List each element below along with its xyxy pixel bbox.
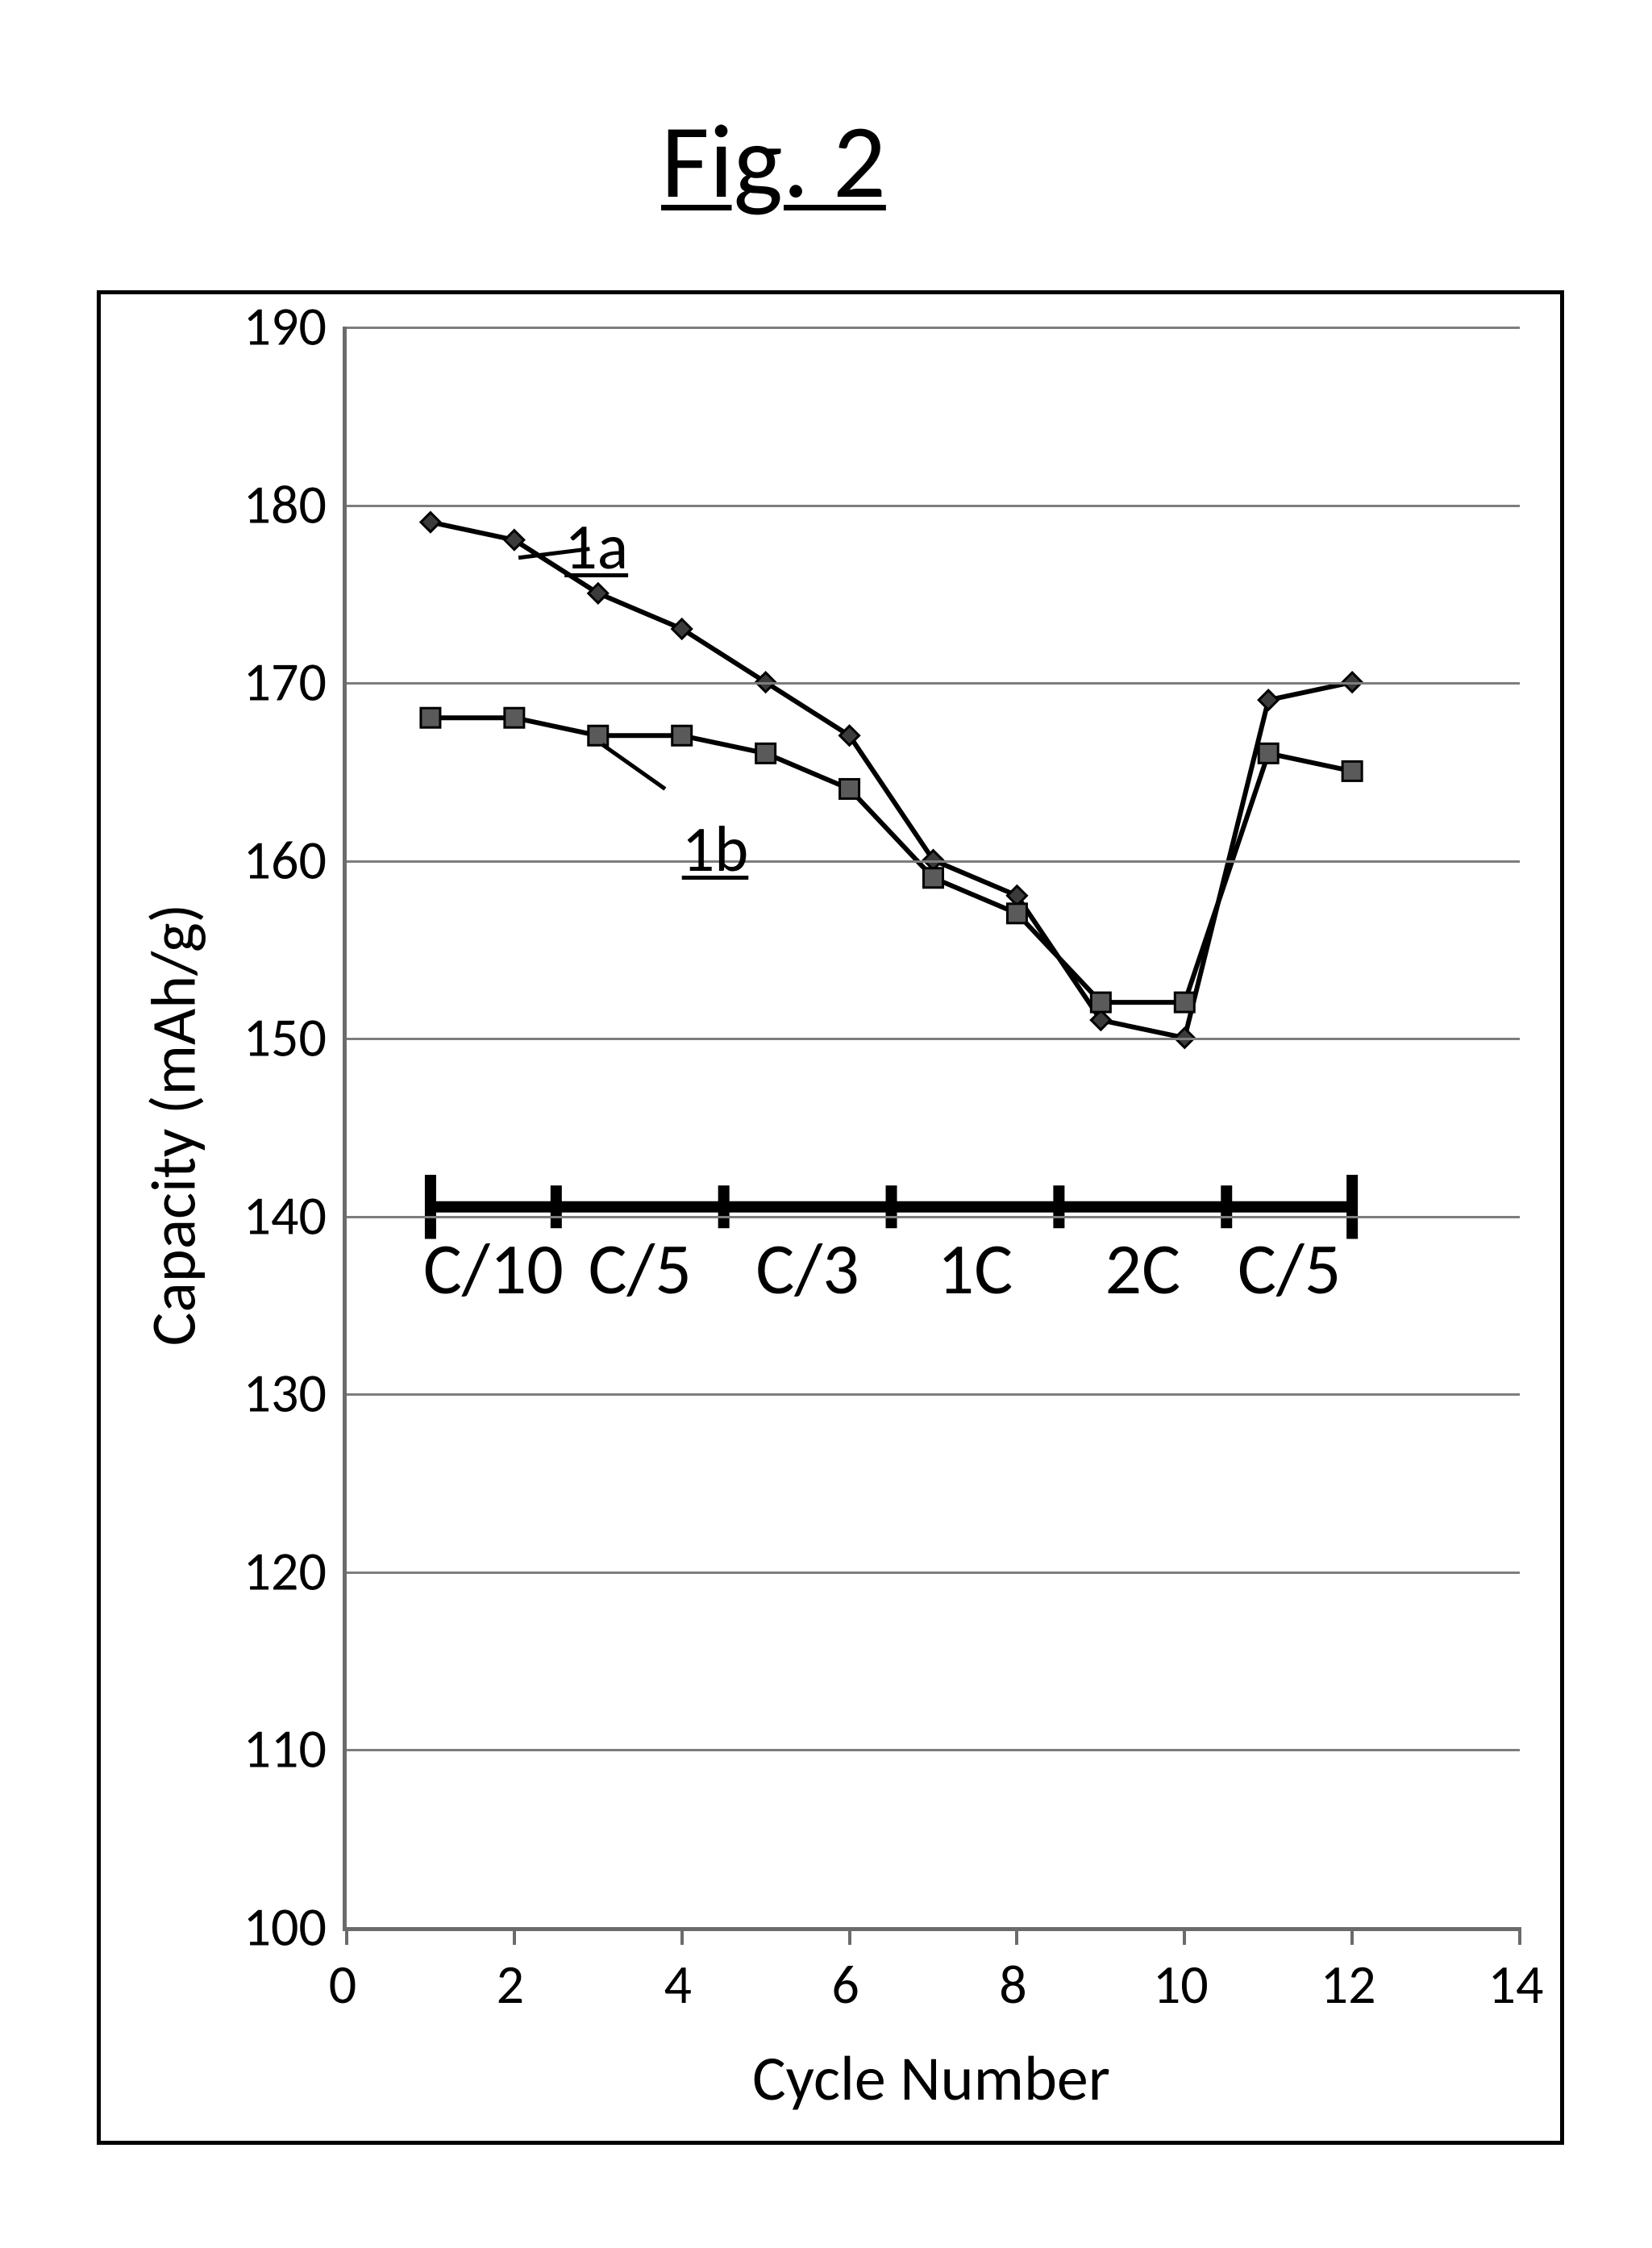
- y-tick-label: 150: [230, 1005, 327, 1072]
- marker-1b: [756, 743, 776, 763]
- chart-svg: [347, 327, 1520, 1927]
- y-tick-label: 130: [230, 1360, 327, 1427]
- plot-area: 1a 1b C/10 C/5 C/3 1C 2C C/5: [343, 327, 1520, 1931]
- x-tick-label: 4: [646, 1951, 710, 2018]
- marker-1b: [1091, 993, 1110, 1012]
- x-tick-label: 6: [814, 1951, 878, 2018]
- rate-segment-label: C/5: [1238, 1225, 1341, 1313]
- y-tick-label: 140: [230, 1182, 327, 1249]
- y-tick-label: 120: [230, 1538, 327, 1605]
- marker-1a: [1259, 690, 1278, 710]
- x-major-tick: [848, 1927, 851, 1945]
- series-label-1a: 1a: [564, 508, 628, 586]
- gridline: [347, 1038, 1520, 1040]
- y-axis-title: Capacity (mAh/g): [135, 904, 212, 1346]
- rate-segment-label: 1C: [938, 1225, 1013, 1313]
- y-tick-label: 180: [230, 471, 327, 538]
- x-major-tick: [1350, 1927, 1354, 1945]
- figure-title: Fig. 2: [661, 97, 886, 225]
- y-tick-label: 170: [230, 649, 327, 716]
- marker-1b: [1342, 761, 1362, 781]
- gridline: [347, 1572, 1520, 1574]
- gridline: [347, 327, 1520, 329]
- marker-1b: [1007, 904, 1026, 923]
- gridline: [347, 1216, 1520, 1218]
- x-axis-title: Cycle Number: [752, 2040, 1110, 2117]
- x-major-tick: [1183, 1927, 1186, 1945]
- x-tick-label: 12: [1316, 1951, 1380, 2018]
- y-tick-label: 110: [230, 1716, 327, 1783]
- marker-1b: [672, 726, 692, 745]
- x-major-tick: [1518, 1927, 1521, 1945]
- series-line-1a: [431, 522, 1352, 1039]
- series-label-1b: 1b: [682, 810, 749, 889]
- x-major-tick: [345, 1927, 348, 1945]
- x-major-tick: [1015, 1927, 1018, 1945]
- rate-segment-label: C/3: [755, 1225, 859, 1313]
- page: Fig. 2 1a 1b C/10 C/5 C/3 1C 2C C/5 Capacity (m…: [0, 0, 1652, 2248]
- marker-1b: [1259, 743, 1278, 763]
- gridline: [347, 860, 1520, 863]
- rate-segment-label: C/10: [423, 1225, 564, 1313]
- rate-segment-label: 2C: [1105, 1225, 1181, 1313]
- x-tick-label: 0: [310, 1951, 375, 2018]
- y-tick-label: 190: [230, 293, 327, 360]
- marker-1a: [421, 513, 440, 532]
- x-tick-label: 14: [1483, 1951, 1548, 2018]
- marker-1b: [589, 726, 608, 745]
- x-tick-label: 8: [980, 1951, 1045, 2018]
- gridline: [347, 505, 1520, 507]
- gridline: [347, 1393, 1520, 1396]
- gridline: [347, 1749, 1520, 1751]
- x-major-tick: [513, 1927, 516, 1945]
- marker-1b: [421, 708, 440, 727]
- y-tick-label: 160: [230, 826, 327, 893]
- marker-1b: [505, 708, 524, 727]
- x-tick-label: 10: [1148, 1951, 1213, 2018]
- series-leader-1b: [602, 744, 665, 789]
- marker-1b: [840, 779, 859, 798]
- marker-1b: [924, 868, 943, 888]
- rate-segment-label: C/5: [589, 1225, 692, 1313]
- chart-outer-frame: 1a 1b C/10 C/5 C/3 1C 2C C/5 Capacity (mAh/g) C…: [97, 290, 1564, 2145]
- gridline: [347, 682, 1520, 685]
- x-major-tick: [680, 1927, 684, 1945]
- marker-1b: [1175, 993, 1194, 1012]
- x-tick-label: 2: [478, 1951, 543, 2018]
